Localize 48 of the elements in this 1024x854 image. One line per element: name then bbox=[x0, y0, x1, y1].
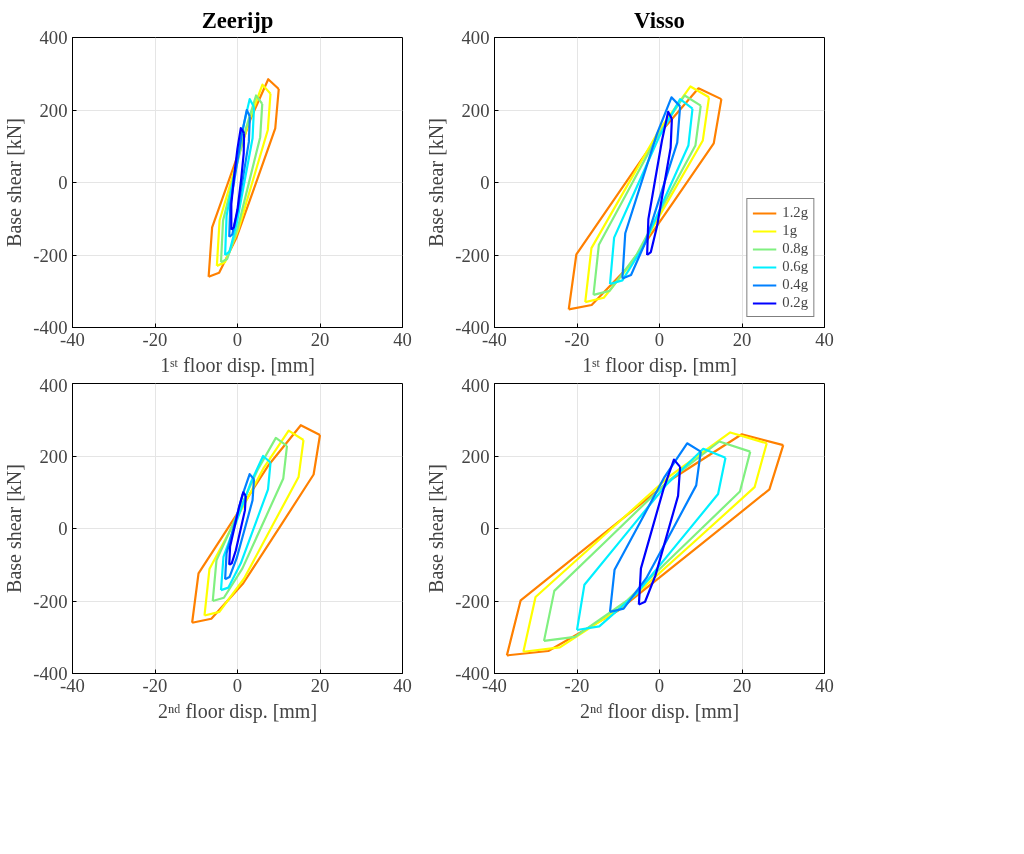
y-tick-label: -200 bbox=[455, 590, 490, 612]
y-tick-label: -200 bbox=[33, 244, 68, 266]
y-tick-label: 400 bbox=[461, 27, 490, 48]
y-axis-title: Base shear [kN] bbox=[3, 118, 26, 247]
x-tick-label: 20 bbox=[732, 674, 752, 696]
y-tick-label: 200 bbox=[461, 445, 490, 467]
x-tick-label: 40 bbox=[393, 328, 412, 350]
legend-label: 0.6g bbox=[782, 258, 808, 275]
x-tick-label: -20 bbox=[564, 328, 590, 350]
y-axis-title: Base shear [kN] bbox=[425, 118, 448, 247]
legend-label: 0.2g bbox=[782, 294, 808, 311]
x-tick-label: -20 bbox=[142, 328, 168, 350]
y-tick-label: -200 bbox=[33, 590, 68, 612]
x-tick-label: 20 bbox=[310, 674, 330, 696]
x-axis-title: 1ˢᵗ floor disp. [mm] bbox=[160, 353, 315, 377]
x-tick-label: 0 bbox=[654, 328, 665, 350]
chart-title: Zeerijp bbox=[201, 7, 274, 33]
x-tick-label: -20 bbox=[564, 674, 590, 696]
legend-label: 1g bbox=[782, 222, 798, 239]
legend-label: 0.4g bbox=[782, 276, 808, 293]
y-tick-label: 400 bbox=[39, 27, 68, 48]
x-tick-label: 0 bbox=[654, 674, 665, 696]
x-tick-label: 20 bbox=[732, 328, 752, 350]
y-axis-title: Base shear [kN] bbox=[425, 464, 448, 593]
x-tick-label: 0 bbox=[232, 674, 243, 696]
y-tick-label: 0 bbox=[58, 518, 68, 539]
y-tick-label: 200 bbox=[461, 99, 490, 121]
y-tick-label: 0 bbox=[480, 518, 490, 539]
y-tick-label: 400 bbox=[39, 374, 68, 396]
y-tick-label: 0 bbox=[58, 172, 68, 193]
x-axis-title: 2ⁿᵈ floor disp. [mm] bbox=[579, 699, 740, 723]
legend-label: 0.8g bbox=[782, 240, 808, 257]
x-tick-label: 20 bbox=[310, 328, 330, 350]
y-tick-label: -200 bbox=[455, 244, 490, 266]
x-tick-label: 40 bbox=[815, 674, 834, 696]
y-tick-label: 200 bbox=[39, 99, 68, 121]
x-tick-label: 40 bbox=[393, 674, 412, 696]
x-tick-label: 40 bbox=[815, 328, 834, 350]
y-tick-label: 0 bbox=[480, 172, 490, 193]
chart-title: Visso bbox=[634, 7, 685, 33]
x-tick-label: -20 bbox=[142, 674, 168, 696]
y-tick-label: 400 bbox=[461, 374, 490, 396]
y-tick-label: 200 bbox=[39, 445, 68, 467]
x-axis-title: 2ⁿᵈ floor disp. [mm] bbox=[157, 699, 318, 723]
x-tick-label: 0 bbox=[232, 328, 243, 350]
legend-label: 1.2g bbox=[782, 204, 808, 221]
x-axis-title: 1ˢᵗ floor disp. [mm] bbox=[582, 353, 737, 377]
y-axis-title: Base shear [kN] bbox=[3, 464, 26, 593]
